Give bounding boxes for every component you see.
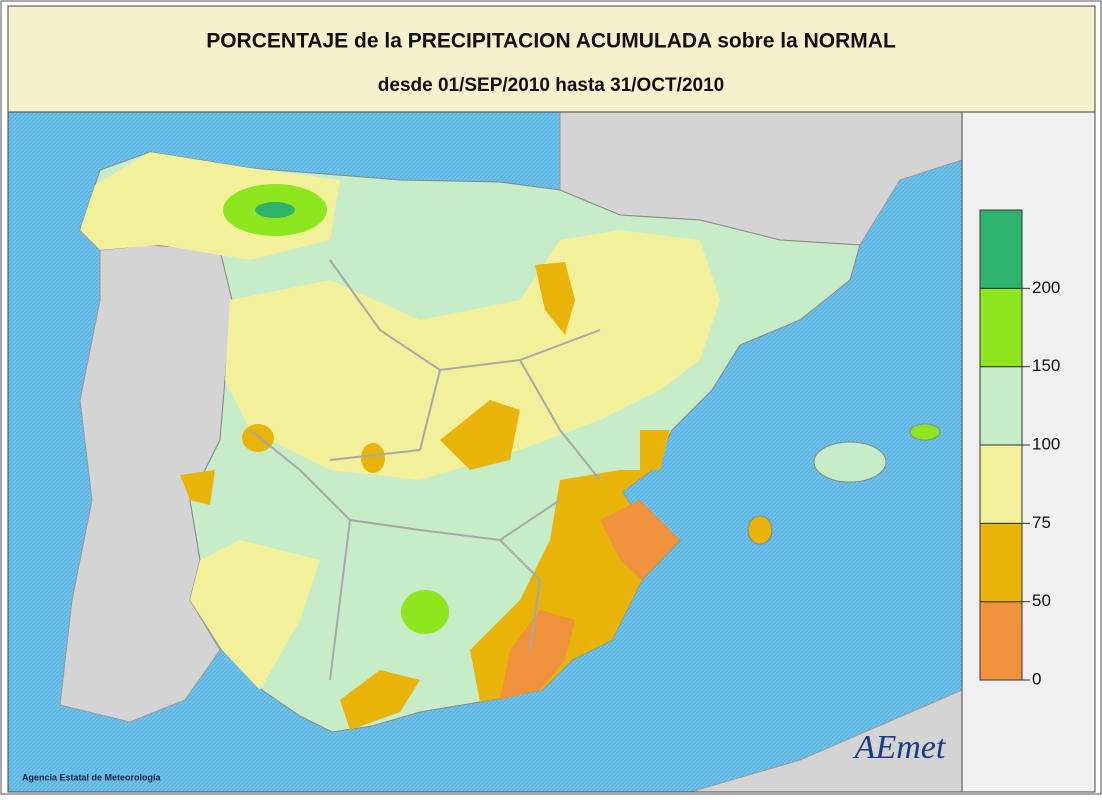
legend-swatch <box>979 287 1023 368</box>
zone-0-50 <box>600 500 680 580</box>
legend-swatch <box>979 209 1023 289</box>
zone-150-200 <box>401 590 449 634</box>
africa <box>688 689 962 792</box>
ibiza <box>747 515 773 545</box>
legend: 0 50 75 100 150 200 <box>979 209 1060 688</box>
legend-swatch <box>979 601 1023 681</box>
legend-label: 50 <box>1032 591 1051 610</box>
title: PORCENTAJE de la PRECIPITACION ACUMULADA… <box>206 30 896 53</box>
subtitle: desde 01/SEP/2010 hasta 31/OCT/2010 <box>378 75 724 96</box>
zone-75-100 <box>190 540 320 690</box>
zone-50-75 <box>640 430 670 470</box>
region-borders <box>249 259 601 681</box>
legend-label: 100 <box>1032 434 1060 453</box>
zone-0-50 <box>500 610 575 700</box>
zone-50-75 <box>361 443 385 473</box>
zone-200 <box>255 202 295 218</box>
legend-label: 200 <box>1032 278 1060 297</box>
mallorca <box>813 441 887 483</box>
legend-label: 75 <box>1032 513 1051 532</box>
zone-50-75 <box>242 424 274 452</box>
credit: Agencia Estatal de Meteorología <box>22 772 162 782</box>
header-band <box>7 5 1096 113</box>
legend-label: 0 <box>1032 669 1041 688</box>
zone-50-75 <box>340 670 420 730</box>
legend-swatch <box>979 522 1023 603</box>
zone-50-75 <box>180 470 215 505</box>
legend-label: 150 <box>1032 356 1060 375</box>
legend-swatch <box>979 444 1023 524</box>
zone-50-75 <box>440 400 520 470</box>
zone-75-100 <box>225 230 720 480</box>
menorca <box>909 423 941 441</box>
logo: AEmet <box>853 729 947 766</box>
legend-swatch <box>979 366 1023 446</box>
map <box>8 112 962 792</box>
zone-50-75 <box>535 262 575 335</box>
